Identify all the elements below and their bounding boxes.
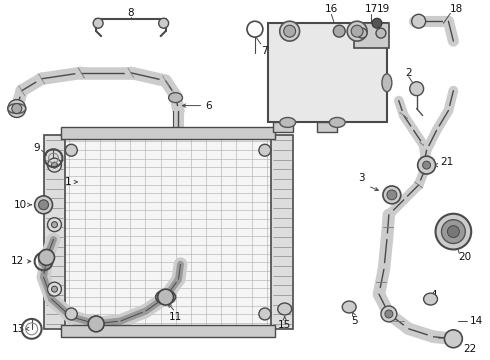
- Ellipse shape: [329, 117, 345, 127]
- Circle shape: [351, 25, 363, 37]
- Circle shape: [48, 218, 61, 231]
- Circle shape: [51, 286, 57, 292]
- Text: 2: 2: [405, 68, 412, 78]
- Text: 10: 10: [14, 200, 26, 210]
- Bar: [273, 122, 293, 132]
- Ellipse shape: [342, 301, 356, 313]
- Text: 13: 13: [12, 324, 25, 334]
- Text: 12: 12: [10, 256, 24, 266]
- Text: 14: 14: [469, 316, 483, 326]
- Circle shape: [412, 14, 426, 28]
- Circle shape: [444, 330, 462, 348]
- Text: 9: 9: [33, 143, 40, 153]
- Circle shape: [376, 28, 386, 38]
- Circle shape: [159, 18, 169, 28]
- Circle shape: [385, 310, 393, 318]
- Circle shape: [39, 200, 49, 210]
- Circle shape: [417, 156, 436, 174]
- Circle shape: [387, 190, 397, 200]
- Text: 18: 18: [450, 4, 463, 14]
- Circle shape: [65, 144, 77, 156]
- Circle shape: [35, 196, 52, 214]
- Bar: [61, 135, 275, 329]
- Text: 15: 15: [278, 320, 292, 330]
- Text: 7: 7: [262, 46, 268, 56]
- Circle shape: [51, 222, 57, 228]
- Circle shape: [372, 18, 382, 28]
- Text: 1: 1: [65, 177, 72, 187]
- Ellipse shape: [424, 293, 438, 305]
- Text: 22: 22: [464, 344, 477, 354]
- Ellipse shape: [382, 74, 392, 92]
- Ellipse shape: [156, 290, 175, 304]
- Circle shape: [12, 104, 22, 113]
- Bar: [44, 135, 65, 329]
- Text: 6: 6: [205, 100, 212, 111]
- Circle shape: [51, 162, 57, 168]
- Ellipse shape: [169, 93, 182, 103]
- Circle shape: [347, 21, 367, 41]
- Circle shape: [436, 214, 471, 249]
- Circle shape: [48, 158, 61, 172]
- Bar: [61, 127, 275, 139]
- Bar: [271, 135, 293, 329]
- Circle shape: [447, 226, 459, 238]
- Circle shape: [259, 144, 271, 156]
- Circle shape: [8, 100, 25, 117]
- Circle shape: [158, 289, 173, 305]
- Text: 17: 17: [365, 4, 378, 14]
- Circle shape: [39, 249, 54, 265]
- Circle shape: [410, 82, 424, 96]
- Text: 5: 5: [351, 316, 358, 326]
- Text: 20: 20: [458, 252, 471, 262]
- Ellipse shape: [280, 117, 295, 127]
- Bar: [318, 122, 337, 132]
- Circle shape: [284, 25, 295, 37]
- Circle shape: [88, 316, 104, 332]
- Text: 21: 21: [441, 157, 454, 167]
- Bar: [268, 23, 387, 122]
- Ellipse shape: [8, 104, 25, 113]
- Circle shape: [381, 306, 397, 322]
- Circle shape: [280, 21, 299, 41]
- Circle shape: [441, 220, 466, 243]
- Text: 19: 19: [377, 4, 390, 14]
- Text: 11: 11: [169, 312, 182, 322]
- Bar: [61, 325, 275, 337]
- Circle shape: [383, 186, 401, 204]
- Text: 8: 8: [127, 8, 134, 18]
- Bar: [354, 23, 389, 48]
- Ellipse shape: [278, 303, 292, 315]
- Text: 16: 16: [325, 4, 338, 14]
- Text: 3: 3: [358, 173, 365, 183]
- Circle shape: [48, 282, 61, 296]
- Circle shape: [333, 25, 345, 37]
- Circle shape: [93, 18, 103, 28]
- Circle shape: [357, 28, 367, 38]
- Circle shape: [422, 161, 431, 169]
- Circle shape: [259, 308, 271, 320]
- Text: 4: 4: [430, 290, 437, 300]
- Circle shape: [65, 308, 77, 320]
